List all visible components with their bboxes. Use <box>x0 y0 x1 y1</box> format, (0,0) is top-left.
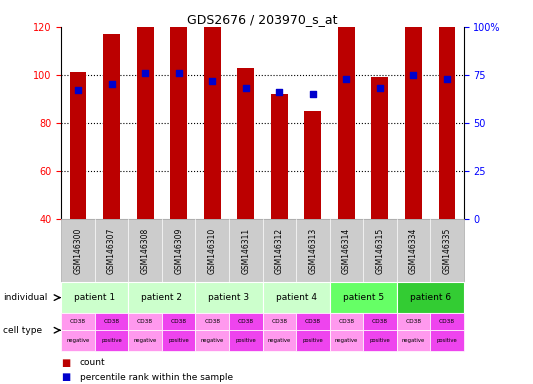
Text: CD38: CD38 <box>405 319 422 324</box>
Point <box>376 85 384 91</box>
Bar <box>372 77 388 219</box>
Text: percentile rank within the sample: percentile rank within the sample <box>80 372 233 382</box>
Text: patient 2: patient 2 <box>141 293 182 302</box>
Text: cell type: cell type <box>3 326 42 335</box>
Text: negative: negative <box>67 338 90 343</box>
Point <box>208 78 216 84</box>
Text: negative: negative <box>402 338 425 343</box>
Text: CD38: CD38 <box>204 319 220 324</box>
Text: GSM146311: GSM146311 <box>241 227 250 274</box>
Point <box>309 91 317 97</box>
Bar <box>204 27 221 219</box>
Text: CD38: CD38 <box>439 319 455 324</box>
Bar <box>103 34 120 219</box>
Text: CD38: CD38 <box>171 319 187 324</box>
Text: patient 1: patient 1 <box>74 293 115 302</box>
Text: GSM146313: GSM146313 <box>308 227 317 274</box>
Text: GSM146308: GSM146308 <box>141 227 150 274</box>
Bar <box>304 111 321 219</box>
Text: negative: negative <box>335 338 358 343</box>
Point <box>107 81 116 88</box>
Bar <box>439 8 455 219</box>
Text: ■: ■ <box>61 358 70 368</box>
Text: positive: positive <box>302 338 323 343</box>
Text: positive: positive <box>101 338 122 343</box>
Text: ■: ■ <box>61 372 70 382</box>
Text: CD38: CD38 <box>103 319 120 324</box>
Text: CD38: CD38 <box>271 319 287 324</box>
Title: GDS2676 / 203970_s_at: GDS2676 / 203970_s_at <box>187 13 338 26</box>
Text: positive: positive <box>437 338 457 343</box>
Bar <box>170 0 187 219</box>
Text: CD38: CD38 <box>305 319 321 324</box>
Text: CD38: CD38 <box>70 319 86 324</box>
Text: CD38: CD38 <box>338 319 354 324</box>
Point <box>342 76 351 82</box>
Bar <box>137 0 154 219</box>
Text: patient 6: patient 6 <box>410 293 451 302</box>
Point <box>241 85 250 91</box>
Bar <box>405 0 422 219</box>
Text: count: count <box>80 358 106 367</box>
Bar <box>338 17 355 219</box>
Text: patient 3: patient 3 <box>208 293 249 302</box>
Text: individual: individual <box>3 293 47 302</box>
Text: CD38: CD38 <box>372 319 388 324</box>
Text: GSM146334: GSM146334 <box>409 227 418 274</box>
Text: GSM146335: GSM146335 <box>442 227 451 274</box>
Text: GSM146309: GSM146309 <box>174 227 183 274</box>
Point <box>174 70 183 76</box>
Text: patient 5: patient 5 <box>343 293 384 302</box>
Text: patient 4: patient 4 <box>276 293 317 302</box>
Text: positive: positive <box>168 338 189 343</box>
Text: CD38: CD38 <box>238 319 254 324</box>
Point <box>275 89 284 95</box>
Text: GSM146312: GSM146312 <box>275 227 284 274</box>
Text: CD38: CD38 <box>137 319 153 324</box>
Bar <box>271 94 288 219</box>
Point <box>74 87 82 93</box>
Point <box>141 70 149 76</box>
Text: negative: negative <box>200 338 224 343</box>
Text: GSM146310: GSM146310 <box>208 227 217 274</box>
Text: GSM146314: GSM146314 <box>342 227 351 274</box>
Bar <box>237 68 254 219</box>
Text: negative: negative <box>268 338 291 343</box>
Text: negative: negative <box>133 338 157 343</box>
Point <box>443 76 451 82</box>
Text: GSM146315: GSM146315 <box>375 227 384 274</box>
Text: positive: positive <box>369 338 390 343</box>
Text: GSM146300: GSM146300 <box>74 227 83 274</box>
Bar <box>70 73 86 219</box>
Text: positive: positive <box>236 338 256 343</box>
Text: GSM146307: GSM146307 <box>107 227 116 274</box>
Point <box>409 72 418 78</box>
